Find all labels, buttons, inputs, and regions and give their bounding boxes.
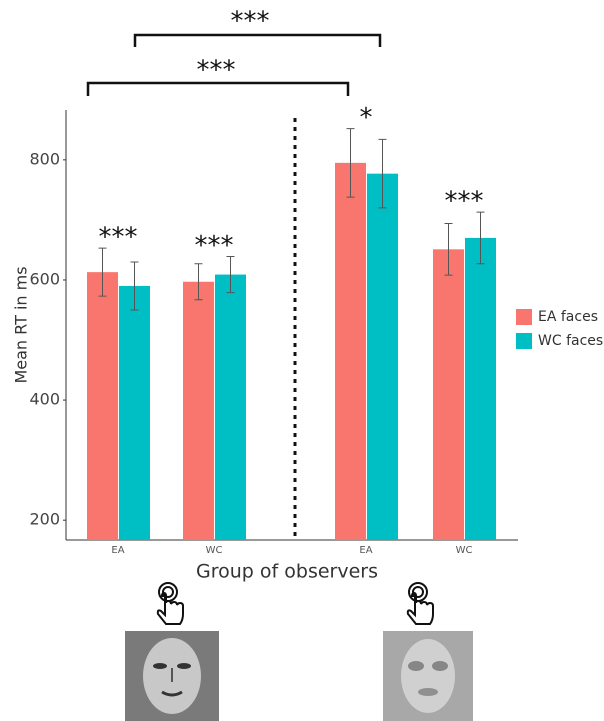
error-bar <box>444 223 453 276</box>
bracket-label: *** <box>197 56 236 86</box>
legend-label: WC faces <box>538 333 603 349</box>
legend-swatch <box>516 309 532 325</box>
x-tick-label: EA <box>359 545 372 556</box>
y-tick-label: 800 <box>29 149 60 168</box>
y-tick-label: 600 <box>29 269 60 288</box>
bracket <box>133 33 382 47</box>
bar <box>215 274 246 540</box>
significance-label: * <box>360 103 373 133</box>
bar <box>183 281 214 540</box>
bar <box>433 249 464 541</box>
x-axis-label: Group of observers <box>196 561 378 583</box>
significance-label: *** <box>99 223 138 253</box>
bar <box>119 285 150 540</box>
error-bar <box>476 211 485 265</box>
face-image <box>125 631 219 721</box>
error-bar <box>194 263 203 301</box>
x-tick-label: WC <box>206 545 223 556</box>
error-bar <box>378 138 387 209</box>
x-tick-label: WC <box>456 545 473 556</box>
bracket-label: *** <box>231 7 270 37</box>
y-tick-label: 400 <box>29 390 60 409</box>
error-bar <box>98 247 107 297</box>
face-image <box>383 631 473 721</box>
error-bar <box>130 261 139 311</box>
legend-label: EA faces <box>538 309 598 325</box>
bar <box>87 272 118 540</box>
x-tick-label: EA <box>111 545 124 556</box>
significance-label: *** <box>195 231 234 261</box>
y-axis-label: Mean RT in ms <box>12 266 31 383</box>
legend-swatch <box>516 333 532 349</box>
hand-icon <box>406 582 434 625</box>
hand-icon <box>156 582 184 625</box>
bar <box>465 237 496 540</box>
bracket <box>86 81 350 96</box>
error-bar <box>226 256 235 294</box>
y-tick-label: 200 <box>29 510 60 529</box>
significance-label: *** <box>445 187 484 217</box>
bar <box>367 173 398 540</box>
error-bar <box>346 128 355 198</box>
bar <box>335 162 366 540</box>
